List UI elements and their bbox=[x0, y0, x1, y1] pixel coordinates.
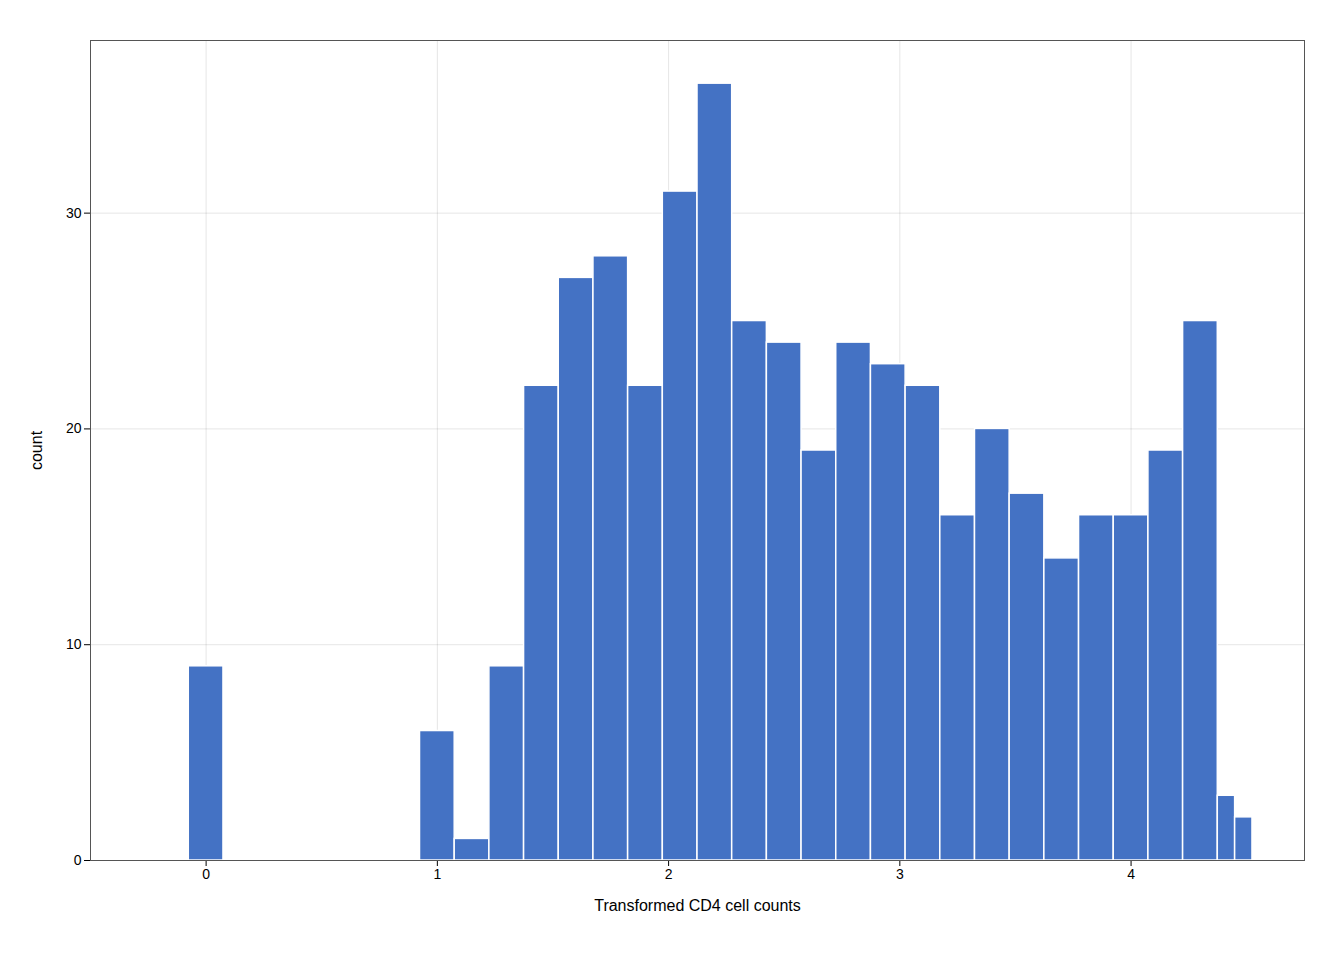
svg-text:30: 30 bbox=[66, 205, 82, 221]
svg-text:count: count bbox=[28, 430, 45, 470]
svg-text:0: 0 bbox=[202, 866, 210, 882]
svg-text:3: 3 bbox=[896, 866, 904, 882]
svg-text:1: 1 bbox=[433, 866, 441, 882]
svg-text:Transformed CD4 cell counts: Transformed CD4 cell counts bbox=[594, 897, 801, 914]
svg-text:0: 0 bbox=[74, 852, 82, 868]
svg-text:20: 20 bbox=[66, 420, 82, 436]
svg-text:10: 10 bbox=[66, 636, 82, 652]
svg-text:4: 4 bbox=[1127, 866, 1135, 882]
svg-text:2: 2 bbox=[665, 866, 673, 882]
